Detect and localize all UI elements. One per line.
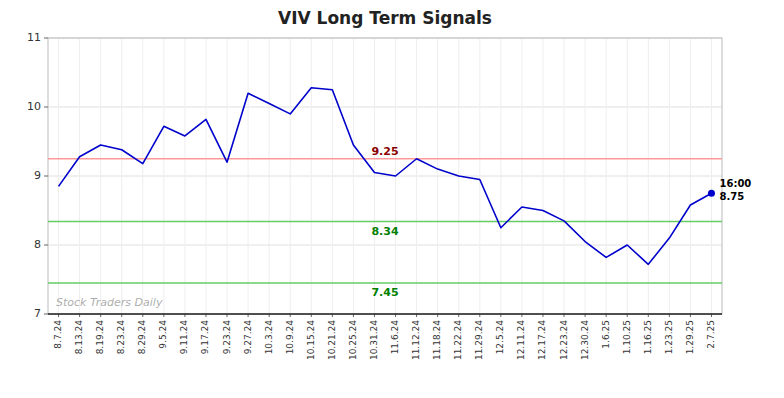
x-grid-line: [711, 38, 712, 314]
x-grid-line: [416, 38, 417, 314]
y-tick-label: 9: [34, 169, 41, 182]
price-line: [59, 88, 712, 265]
x-grid-line: [248, 38, 249, 314]
x-axis: 8.7.24 8.13.24 8.19.24 8.23.24 8.29.24 9.5.24…: [53, 314, 716, 360]
x-tick-label: 11.18.24: [432, 320, 442, 360]
x-tick-label: 10.3.24: [264, 320, 274, 355]
x-tick-label: 9.11.24: [179, 320, 189, 355]
x-tick-label: 12.23.24: [559, 320, 569, 360]
x-grid-line: [542, 38, 543, 314]
x-tick-label: 8.7.24: [53, 320, 63, 349]
x-grid-line: [353, 38, 354, 314]
signal-label: 8.34: [371, 225, 398, 238]
y-tick: [44, 245, 48, 246]
x-tick-label: 8.19.24: [95, 320, 105, 355]
y-tick: [44, 314, 48, 315]
x-tick-label: 10.31.24: [369, 320, 379, 360]
x-grid-line: [374, 38, 375, 314]
x-axis-line: [48, 313, 722, 315]
x-grid-line: [269, 38, 270, 314]
x-grid-line: [437, 38, 438, 314]
x-grid-line: [479, 38, 480, 314]
x-grid-line: [521, 38, 522, 314]
x-tick-label: 1.10.25: [622, 320, 632, 354]
x-tick-label: 1.23.25: [664, 320, 674, 354]
x-grid-line: [332, 38, 333, 314]
y-axis: 7 8 9 10 11: [27, 31, 48, 320]
x-tick-label: 2.7.25: [706, 320, 716, 349]
y-tick-label: 10: [27, 100, 41, 113]
y-grid-line: [48, 107, 722, 108]
x-tick-label: 9.17.24: [200, 320, 210, 355]
title: VIV Long Term Signals: [278, 8, 492, 28]
x-grid-line: [585, 38, 586, 314]
signal-label: 9.25: [371, 145, 398, 158]
x-tick-label: 11.6.24: [390, 320, 400, 355]
x-grid-line: [290, 38, 291, 314]
x-grid-line: [627, 38, 628, 314]
signal-line: [48, 282, 722, 284]
x-grid-line: [184, 38, 185, 314]
last-value-label: 8.75: [719, 191, 744, 202]
annotations: 9.25 8.34 7.45 16:00 8.75 Stock Traders Daily: [56, 145, 751, 309]
x-grid-line: [100, 38, 101, 314]
x-grid-line: [690, 38, 691, 314]
y-tick-label: 8: [34, 238, 41, 251]
x-tick-label: 12.30.24: [580, 320, 590, 360]
plot-marks: [48, 88, 722, 283]
x-grid-line: [669, 38, 670, 314]
signal-line: [48, 158, 722, 160]
x-tick-label: 1.6.25: [601, 320, 611, 349]
x-grid-line: [205, 38, 206, 314]
x-tick-label: 9.23.24: [222, 320, 232, 355]
plot-frame: [48, 38, 722, 314]
x-grid-line: [648, 38, 649, 314]
x-grid-line: [79, 38, 80, 314]
y-tick: [44, 107, 48, 108]
x-grid-line: [500, 38, 501, 314]
x-tick-label: 10.21.24: [327, 320, 337, 360]
signal-label: 7.45: [371, 286, 398, 299]
y-grid-line: [48, 245, 722, 246]
x-tick-label: 1.16.25: [643, 320, 653, 354]
x-tick-label: 9.27.24: [243, 320, 253, 355]
grid: [48, 38, 722, 314]
last-time-label: 16:00: [719, 178, 751, 189]
chart: 7 8 9 10 11 8.7.24 8.13.24 8.19.24 8.23.24 8.29.2…: [0, 0, 784, 398]
y-grid-line: [48, 314, 722, 315]
x-grid-line: [606, 38, 607, 314]
y-tick: [44, 176, 48, 177]
x-grid-line: [564, 38, 565, 314]
x-tick-label: 12.17.24: [537, 320, 547, 360]
x-tick-label: 8.29.24: [137, 320, 147, 355]
x-tick-label: 10.9.24: [285, 320, 295, 355]
x-tick-label: 10.15.24: [306, 320, 316, 360]
x-tick-label: 8.23.24: [116, 320, 126, 355]
x-tick-label: 11.29.24: [474, 320, 484, 360]
x-grid-line: [163, 38, 164, 314]
y-grid-line: [48, 176, 722, 177]
x-grid-line: [227, 38, 228, 314]
x-tick-label: 9.5.24: [158, 320, 168, 349]
last-point: [708, 190, 715, 197]
y-tick-label: 11: [27, 31, 41, 44]
x-tick-label: 11.22.24: [453, 320, 463, 360]
x-tick-label: 8.13.24: [74, 320, 84, 355]
x-tick-label: 11.12.24: [411, 320, 421, 360]
y-tick-label: 7: [34, 307, 41, 320]
x-grid-line: [121, 38, 122, 314]
x-tick-label: 10.25.24: [348, 320, 358, 360]
x-tick-label: 12.5.24: [495, 320, 505, 355]
watermark: Stock Traders Daily: [56, 296, 163, 309]
x-grid-line: [311, 38, 312, 314]
x-tick-label: 12.11.24: [516, 320, 526, 360]
y-tick: [44, 38, 48, 39]
x-tick-label: 1.29.25: [685, 320, 695, 354]
x-grid-line: [58, 38, 59, 314]
signal-line: [48, 221, 722, 223]
x-grid-line: [142, 38, 143, 314]
